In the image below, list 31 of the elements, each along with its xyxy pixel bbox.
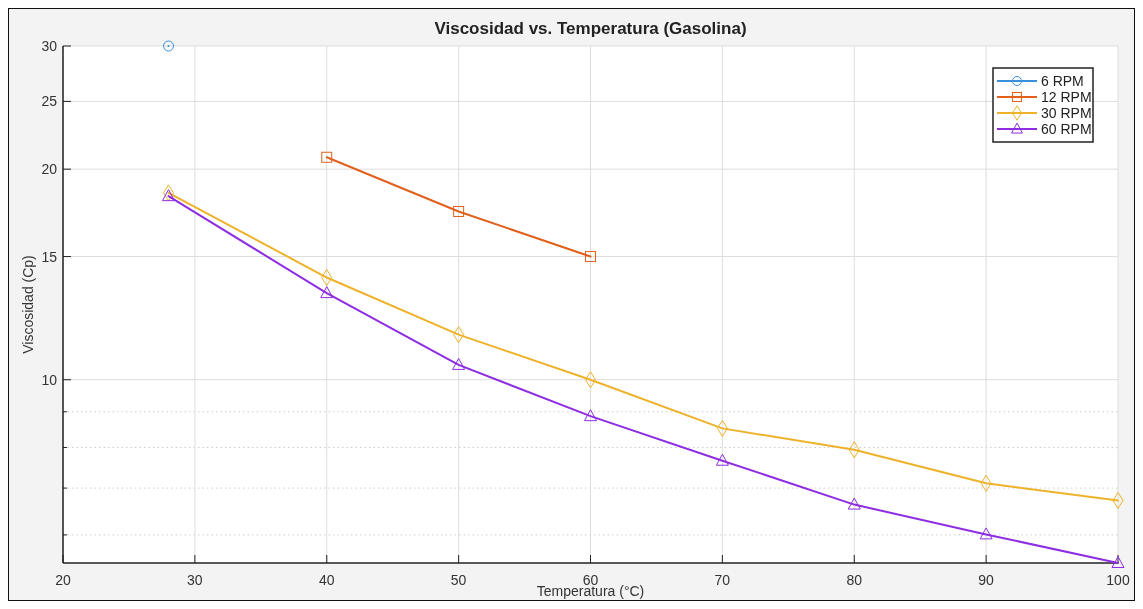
x-tick-label: 20 [55,572,71,588]
y-tick-label: 20 [41,161,58,178]
x-tick-label: 100 [1106,572,1130,588]
point [585,251,596,263]
point [979,527,993,540]
y-tick-label: 10 [41,371,58,388]
x-tick-label: 40 [318,572,335,588]
point [715,453,729,466]
point [584,409,597,422]
x-tick-label: 60 [582,572,599,588]
x-tick-label: 50 [450,572,467,588]
x-tick-label: 80 [846,572,863,588]
point [320,286,334,299]
point [452,357,466,370]
point [453,205,465,217]
legend-label: 6 RPM [1041,73,1084,89]
y-axis-title: Viscosidad (Cp) [20,255,36,354]
legend-label: 30 RPM [1041,105,1092,121]
y-tick-label: 30 [41,38,58,54]
legend-label: 60 RPM [1041,121,1092,137]
y-tick-label: 25 [41,93,58,110]
x-tick-label: 70 [714,572,731,588]
x-tick-label: 90 [978,572,995,588]
point [163,40,174,52]
point [847,497,861,510]
y-tick-label: 15 [41,248,58,265]
x-tick-label: 30 [187,572,203,588]
legend-label: 12 RPM [1041,89,1092,105]
chart-title: Viscosidad vs. Temperatura (Gasolina) [434,19,747,38]
point [321,151,333,163]
point [162,189,175,202]
